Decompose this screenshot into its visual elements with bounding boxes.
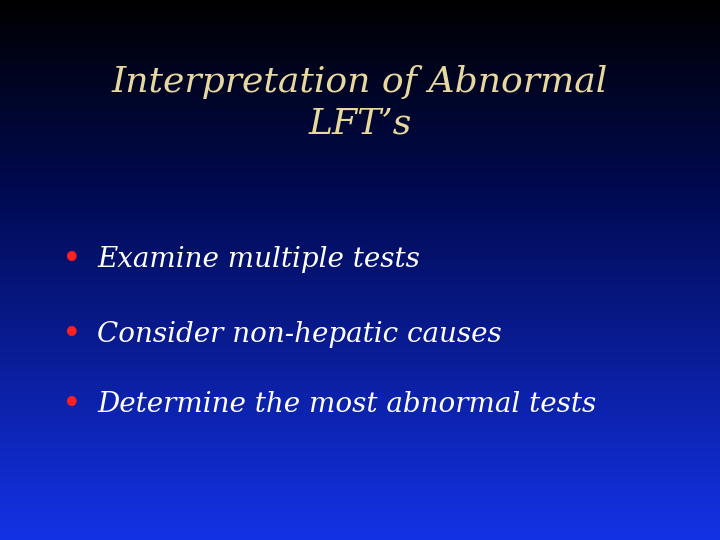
Text: Examine multiple tests: Examine multiple tests [97,246,420,273]
Text: Determine the most abnormal tests: Determine the most abnormal tests [97,392,596,418]
Text: •: • [62,242,82,276]
Text: •: • [62,318,82,352]
Text: Interpretation of Abnormal
LFT’s: Interpretation of Abnormal LFT’s [112,65,608,141]
Text: Consider non-hepatic causes: Consider non-hepatic causes [97,321,502,348]
Text: •: • [62,388,82,422]
